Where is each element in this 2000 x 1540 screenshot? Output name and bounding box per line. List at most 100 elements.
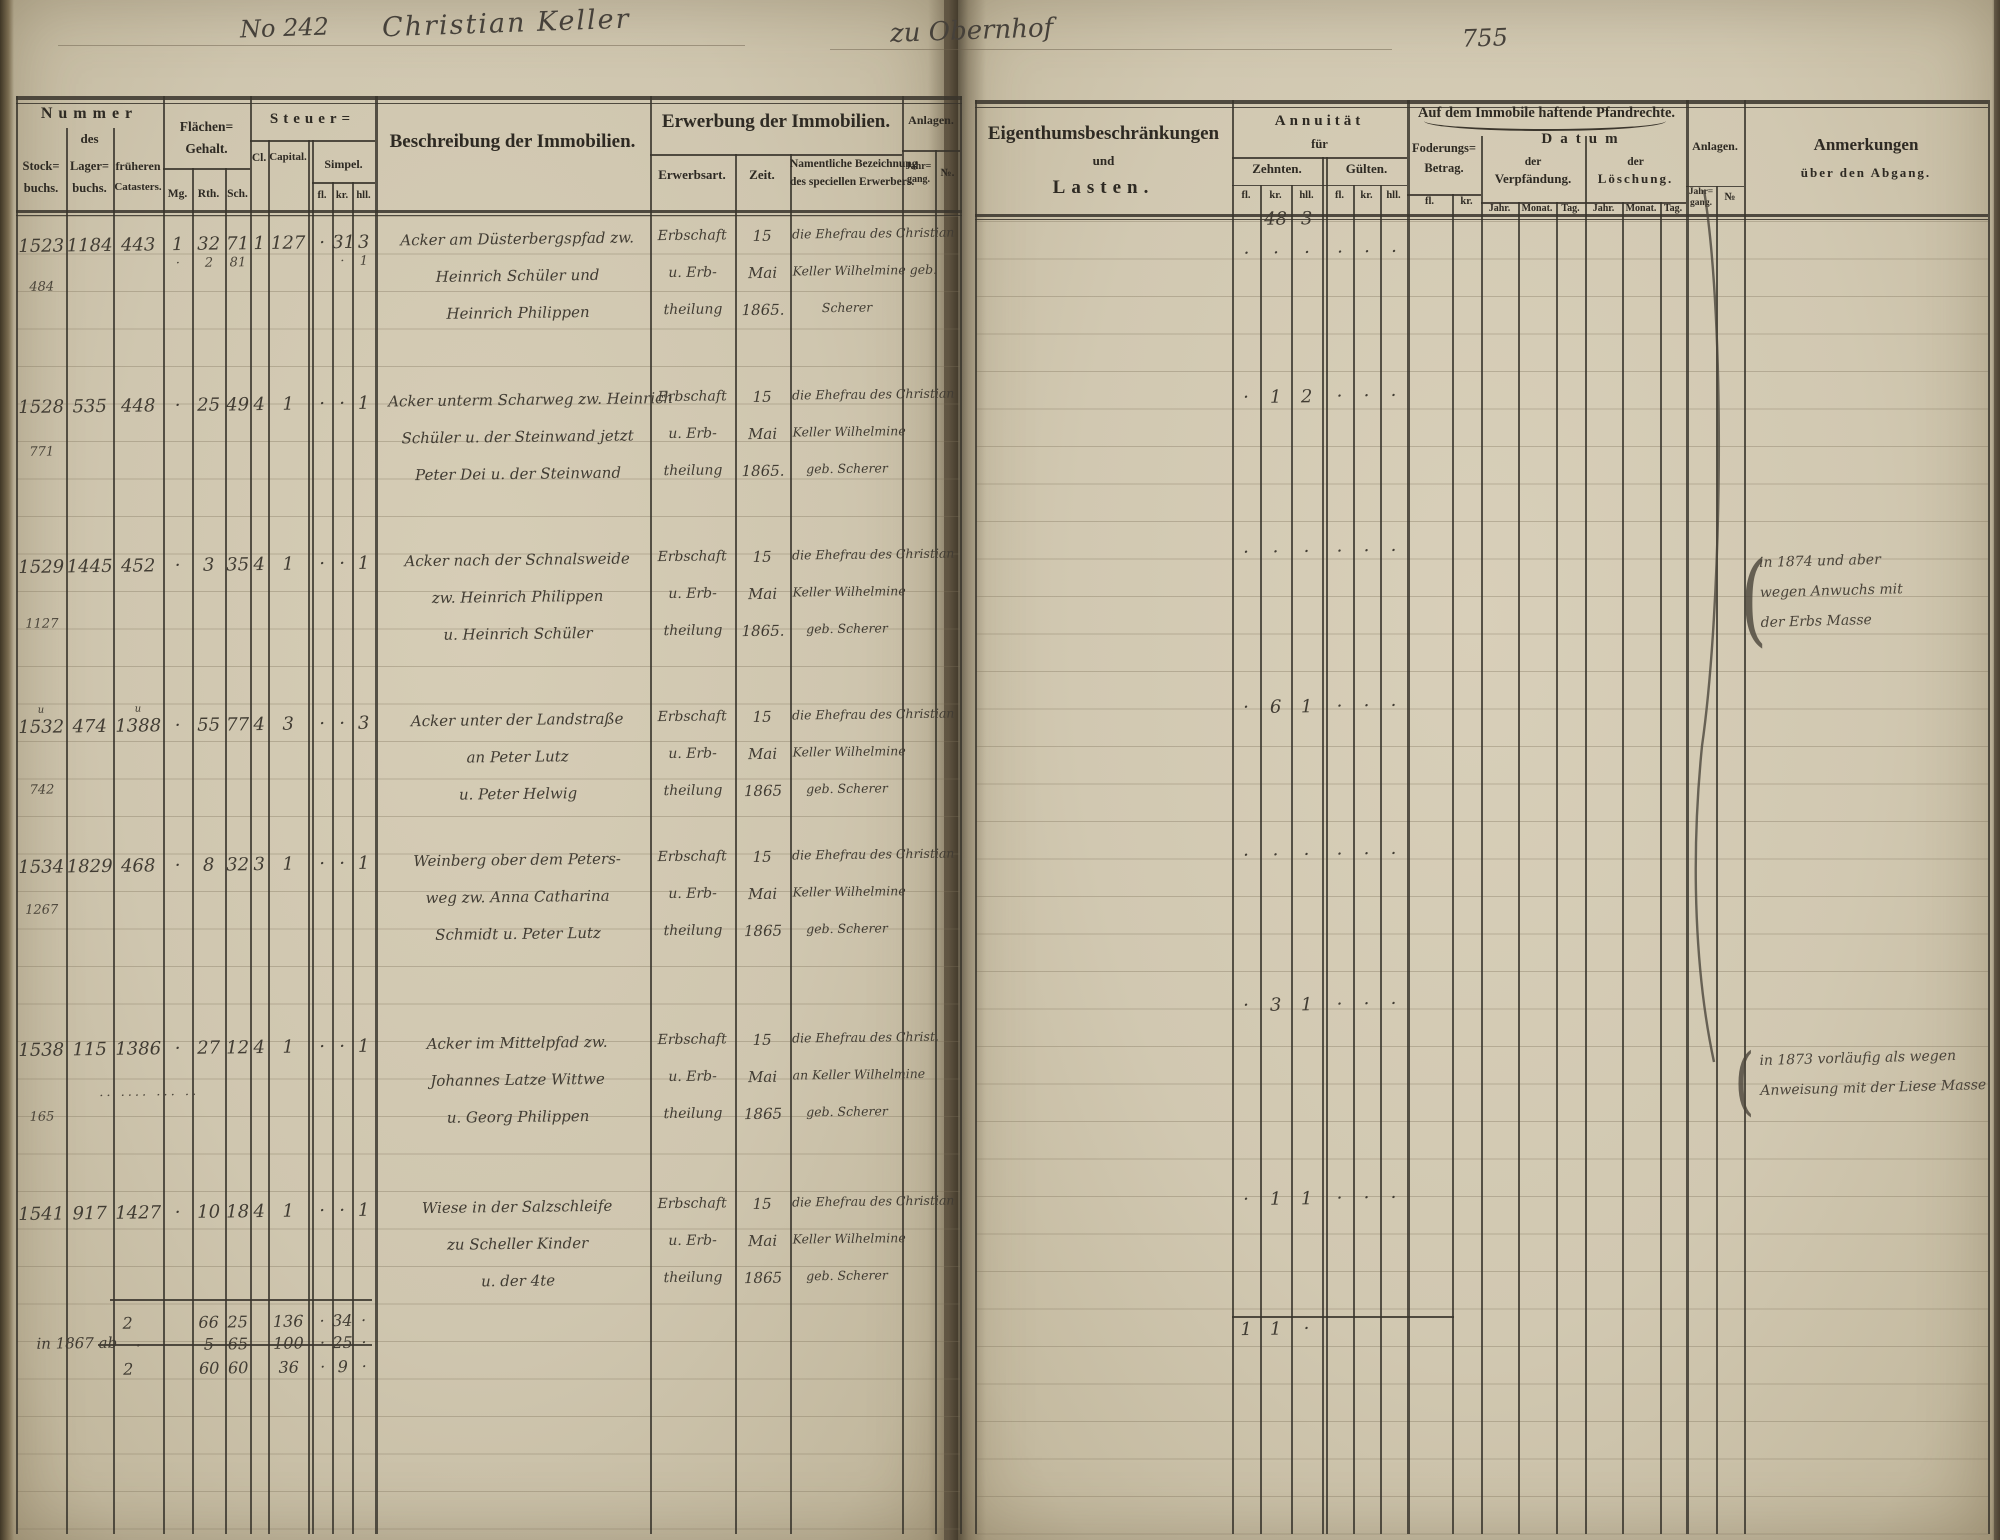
guelten-fl: · <box>1336 1187 1343 1209</box>
erwerbsart-line: theilung <box>663 782 723 800</box>
beschreibung-line: Schmidt u. Peter Lutz <box>435 923 601 944</box>
col-header-jahrgang: Jahr= <box>905 161 932 172</box>
col-header-kr: kr. <box>335 190 349 201</box>
book-edge-right <box>1992 0 2000 1540</box>
erwerbsart-line: u. Erb- <box>668 745 717 763</box>
sum-hll: · <box>361 1356 367 1376</box>
zehnten-hll2: · <box>1304 242 1311 264</box>
guelten-fl: · <box>1336 695 1343 717</box>
sum-schuh: 60 <box>227 1358 249 1378</box>
page-number: 755 <box>1461 23 1509 53</box>
col-header-erwerber: des speciellen Erwerbers. <box>790 176 915 188</box>
classe-value: 4 <box>253 393 266 416</box>
col-header-jahr: Jahr. <box>1488 203 1511 214</box>
simpel-fl: · <box>319 1036 326 1058</box>
col-header-cataster: Catasters. <box>114 181 162 193</box>
simpel-kr: · <box>339 1036 346 1058</box>
guelten-fl: · <box>1336 385 1343 407</box>
erwerber-line: Keller Wilhelmine <box>792 423 906 440</box>
grid-line <box>790 154 792 1534</box>
erwerber-line: geb. Scherer <box>806 780 888 797</box>
grid-line <box>1660 202 1662 1534</box>
page-ruling <box>17 216 960 1536</box>
grid-line <box>312 182 375 184</box>
erwerber-line: Keller Wilhelmine <box>792 743 906 760</box>
zehnten-hll: 1 <box>1300 1188 1313 1210</box>
zeit-line: 15 <box>752 226 772 246</box>
totals-rule <box>1232 1316 1454 1318</box>
cataster-number: 1427 <box>115 1202 162 1224</box>
lagerbuch-number: 535 <box>72 395 107 418</box>
col-header-nummer: № <box>1724 191 1736 203</box>
simpel-kr: · <box>339 853 346 875</box>
pen-flourish <box>1694 189 1721 1063</box>
simpel-fl: · <box>319 232 326 254</box>
beschreibung-line: u. der 4te <box>480 1271 556 1291</box>
classe-value: 4 <box>253 713 266 736</box>
erwerbsart-line: Erbschaft <box>657 388 727 406</box>
erwerber-line: geb. Scherer <box>806 1103 888 1120</box>
col-header-abgang: über den Abgang. <box>1800 165 1932 180</box>
grid-line <box>1260 185 1262 1534</box>
erwerber-line: Keller Wilhelmine geb. <box>792 261 938 279</box>
note-line: wegen Anwuchs mit <box>1759 581 1904 601</box>
col-header-foderungsbetrag: Foderungs= <box>1411 141 1477 155</box>
col-header-fl: fl. <box>1334 190 1345 201</box>
zehnten-kr: 1 <box>1269 386 1282 408</box>
col-header-erwerber: Namentliche Bezeichnung <box>790 158 918 170</box>
erwerber-line: die Ehefrau des Christian <box>792 1192 955 1210</box>
guelten-hll: · <box>1390 385 1397 407</box>
grid-line <box>192 168 194 1534</box>
erwerbsart-line: Erbschaft <box>657 1031 727 1049</box>
grid-line <box>1407 194 1481 196</box>
totals-hll: · <box>361 1332 367 1352</box>
sum-kr: 9 <box>337 1356 348 1377</box>
cataster-number: 443 <box>120 234 156 256</box>
erwerber-line: die Ehefrau des Christian <box>792 385 955 403</box>
guelten-hll: · <box>1390 993 1397 1015</box>
zehnten-total-fl: 1 <box>1240 1318 1252 1341</box>
brace-stroke: ( <box>1739 540 1768 657</box>
zeit-line: Mai <box>747 884 778 904</box>
erwerbsart-line: theilung <box>663 622 723 640</box>
col-header-kr: kr. <box>1360 190 1373 201</box>
sum-fl: · <box>320 1357 326 1377</box>
erwerber-line: die Ehefrau des Christian <box>792 845 955 863</box>
zehnten-kr: · <box>1272 541 1279 563</box>
grid-line <box>312 140 314 1534</box>
zehnten-fl: · <box>1243 541 1250 564</box>
lagerbuch-number: 115 <box>72 1038 107 1061</box>
stockbuch-subnumber: 165 <box>29 1109 55 1125</box>
grid-line <box>1232 157 1407 159</box>
erwerbsart-line: u. Erb- <box>668 425 717 443</box>
erwerber-line: Keller Wilhelmine <box>792 883 906 900</box>
simpel-fl: · <box>319 853 326 875</box>
col-group-annuitaet: Annuität <box>1274 113 1365 129</box>
zehnten-hll: 2 <box>1300 386 1313 408</box>
totals-kr: 25 <box>332 1332 353 1353</box>
beschreibung-line: an Peter Lutz <box>466 747 569 767</box>
zeit-line: 1865 <box>743 921 783 941</box>
simpel-fl: · <box>319 393 326 415</box>
grid-line <box>1585 136 1587 1534</box>
morgen-value: 1 <box>171 233 184 256</box>
grid-line <box>1988 100 1990 1534</box>
guelten-hll: · <box>1390 695 1397 717</box>
col-group-annuitaet-fuer: für <box>1311 137 1328 151</box>
zeit-line: Mai <box>747 424 778 444</box>
beschreibung-line: weg zw. Anna Catharina <box>425 886 610 908</box>
grid-line <box>1686 186 1744 187</box>
col-header-capital: Capital. <box>269 151 307 163</box>
sum-ruthen: 60 <box>198 1358 220 1378</box>
ruthen-value: 27 <box>197 1037 221 1059</box>
col-group-flaechen: Flächen= <box>179 119 234 134</box>
guelten-fl: · <box>1336 993 1343 1015</box>
beschreibung-line: u. Heinrich Schüler <box>443 623 593 644</box>
col-header-und: und <box>1092 153 1115 168</box>
simpel-fl: · <box>319 553 326 575</box>
zehnten-kr: 6 <box>1269 696 1282 718</box>
zeit-line: 1865. <box>741 461 785 481</box>
grid-line <box>1716 186 1718 1534</box>
schuh-value: 49 <box>226 394 250 416</box>
simpel-fl: · <box>319 1200 326 1222</box>
